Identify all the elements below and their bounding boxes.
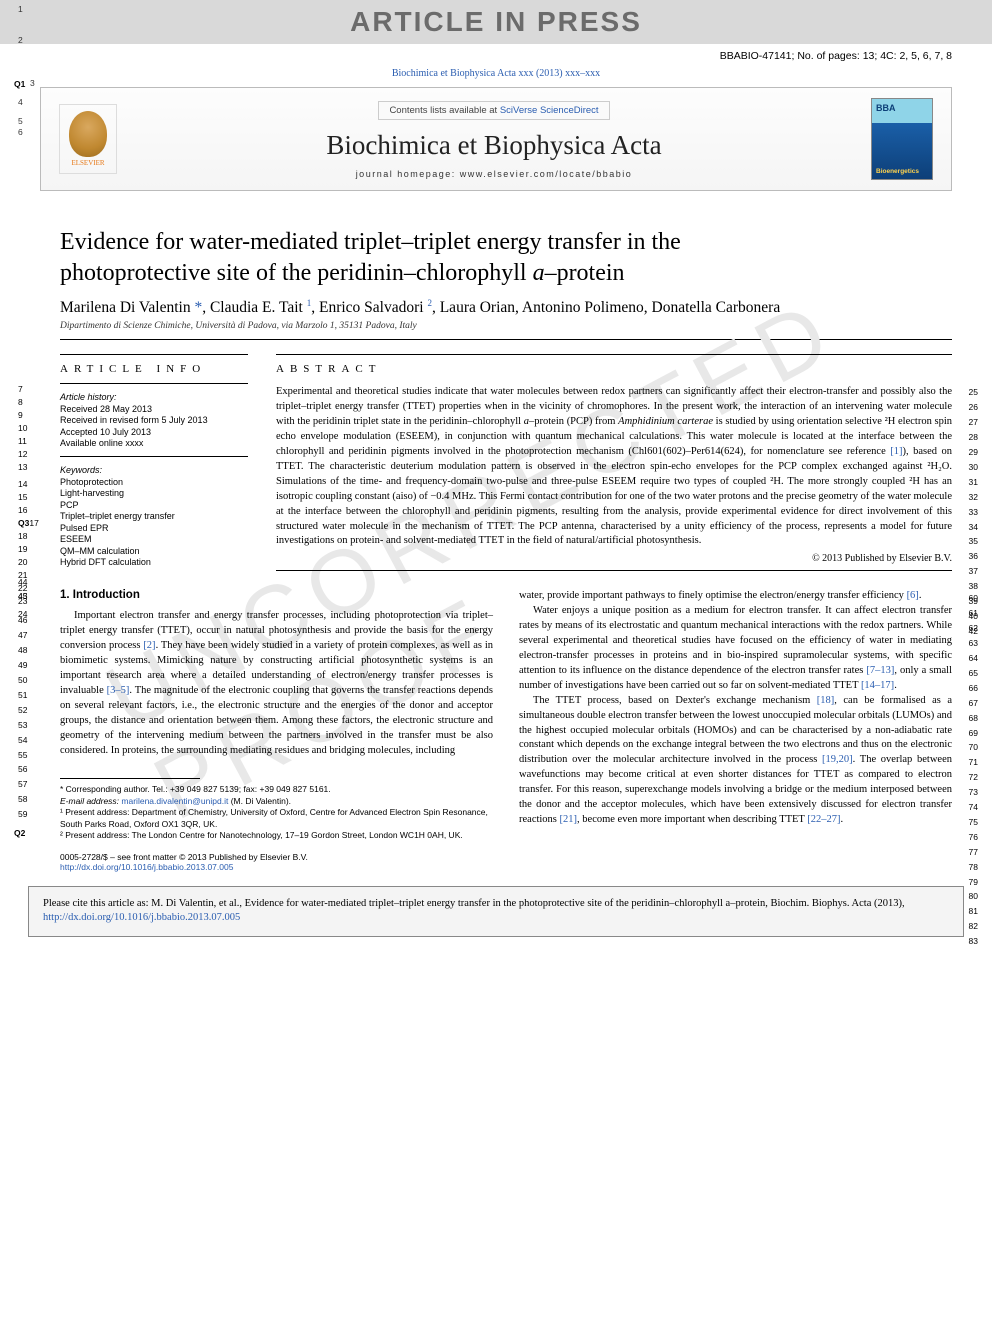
keyword: QM–MM calculation <box>60 546 248 556</box>
line-num: 18 <box>18 530 39 543</box>
divider <box>60 339 952 340</box>
abstract-bottom-rule <box>276 570 952 571</box>
abstract-copyright: © 2013 Published by Elsevier B.V. <box>276 553 952 564</box>
line-num: 9 <box>18 409 39 422</box>
line-num: 2 <box>18 36 23 45</box>
keyword: PCP <box>60 500 248 510</box>
info-abstract-row: article info Article history: Received 2… <box>60 354 952 571</box>
keyword: ESEEM <box>60 534 248 544</box>
intro-heading: 1. Introduction <box>60 589 493 601</box>
citation-doi-link[interactable]: http://dx.doi.org/10.1016/j.bbabio.2013.… <box>43 912 240 923</box>
journal-name: Biochimica et Biophysica Acta <box>117 130 871 161</box>
abstract-text: Experimental and theoretical studies ind… <box>276 385 952 549</box>
title-line-1: Evidence for water-mediated triplet–trip… <box>60 229 681 255</box>
line-num: 45 <box>18 591 27 601</box>
line-num: 1 <box>18 5 23 14</box>
keywords-heading: Keywords: <box>60 465 248 475</box>
cover-bba-text: BBA <box>876 103 896 113</box>
sciencedirect-link[interactable]: SciVerse ScienceDirect <box>500 105 599 116</box>
line-num: 44 <box>18 575 27 589</box>
keyword: Pulsed EPR <box>60 523 248 533</box>
accepted-date: Accepted 10 July 2013 <box>60 427 248 437</box>
intro-para-1-cont: water, provide important pathways to fin… <box>519 589 952 604</box>
line-num: 6 <box>18 128 23 137</box>
title-line-2: photoprotective site of the peridinin–ch… <box>60 260 625 286</box>
line-num: 11 <box>18 435 39 448</box>
line-num: 16 <box>18 504 39 517</box>
title-block: 1 2 Evidence for water-mediated triplet–… <box>60 227 952 331</box>
left-column: 45 1. Introduction Important electron tr… <box>60 589 493 841</box>
line-num: 5 <box>18 117 23 126</box>
keyword: Hybrid DFT calculation <box>60 557 248 567</box>
received-date: Received 28 May 2013 <box>60 404 248 414</box>
affiliation: Dipartimento di Scienze Chimiche, Univer… <box>60 321 952 331</box>
footnotes: * Corresponding author. Tel.: +39 049 82… <box>60 784 493 841</box>
header-center: Contents lists available at SciVerse Sci… <box>117 100 871 179</box>
cover-bio-text: Bioenergetics <box>876 168 919 175</box>
info-divider <box>60 383 248 384</box>
line-num: 3 <box>30 79 35 88</box>
line-num: 4 <box>18 98 23 107</box>
article-title: Evidence for water-mediated triplet–trip… <box>60 227 952 289</box>
elsevier-label: ELSEVIER <box>71 159 104 167</box>
journal-cover-icon: BBA Bioenergetics <box>871 98 933 180</box>
journal-homepage: journal homepage: www.elsevier.com/locat… <box>117 169 871 179</box>
journal-reference: Biochimica et Biophysica Acta xxx (2013)… <box>0 64 992 87</box>
footnote-1: ¹ Present address: Department of Chemist… <box>60 807 493 830</box>
line-num: 19 <box>18 543 39 556</box>
line-num: 20 <box>18 556 39 569</box>
email-suffix: (M. Di Valentin). <box>228 796 291 806</box>
abstract: abstract Experimental and theoretical st… <box>276 354 952 571</box>
query-tag-q1: Q1 <box>14 79 25 89</box>
front-matter-copyright: 0005-2728/$ – see front matter © 2013 Pu… <box>60 852 952 872</box>
line-num: 14 <box>18 478 39 491</box>
article-info: article info Article history: Received 2… <box>60 354 248 571</box>
body-columns: 45 1. Introduction Important electron tr… <box>60 589 952 841</box>
front-matter-text: 0005-2728/$ – see front matter © 2013 Pu… <box>60 852 308 862</box>
line-num: 12 <box>18 448 39 461</box>
article-in-press-banner: ARTICLE IN PRESS <box>0 0 992 44</box>
line-num: 8 <box>18 396 39 409</box>
line-num: 17 <box>29 518 38 528</box>
journal-header: ELSEVIER Contents lists available at Sci… <box>40 87 952 191</box>
contents-prefix: Contents lists available at <box>389 105 499 116</box>
citation-text: Please cite this article as: M. Di Valen… <box>43 898 905 909</box>
keyword: Triplet–triplet energy transfer <box>60 511 248 521</box>
history-heading: Article history: <box>60 392 248 402</box>
email-label: E-mail address: <box>60 796 121 806</box>
revised-date: Received in revised form 5 July 2013 <box>60 415 248 425</box>
email-line: E-mail address: marilena.divalentin@unip… <box>60 796 493 807</box>
intro-para-1: Important electron transfer and energy t… <box>60 609 493 758</box>
doi-link[interactable]: http://dx.doi.org/10.1016/j.bbabio.2013.… <box>60 862 233 872</box>
body-right-nums: 6061626364656667686970717273747576777879… <box>969 591 978 949</box>
contents-available: Contents lists available at SciVerse Sci… <box>378 101 609 120</box>
author-email-link[interactable]: marilena.divalentin@unipd.it <box>121 796 228 806</box>
footnote-rule <box>60 778 200 779</box>
info-divider <box>60 456 248 457</box>
available-date: Available online xxxx <box>60 438 248 448</box>
query-tag-q3: Q3 <box>18 518 29 528</box>
body-left-nums: 4647484950515253545556575859 <box>18 613 27 822</box>
elsevier-tree-icon <box>69 111 107 157</box>
intro-para-3: The TTET process, based on Dexter's exch… <box>519 694 952 828</box>
line-num: 13 <box>18 461 39 474</box>
document-id: BBABIO-47141; No. of pages: 13; 4C: 2, 5… <box>0 44 992 64</box>
elsevier-logo: ELSEVIER <box>59 104 117 174</box>
line-num: 10 <box>18 422 39 435</box>
line-num: 15 <box>18 491 39 504</box>
abstract-title: abstract <box>276 363 952 375</box>
keyword: Light-harvesting <box>60 488 248 498</box>
intro-para-2: Water enjoys a unique position as a medi… <box>519 604 952 693</box>
article-info-title: article info <box>60 363 248 375</box>
citation-box: Please cite this article as: M. Di Valen… <box>28 886 964 937</box>
footnote-2: ² Present address: The London Centre for… <box>60 830 493 841</box>
authors: Marilena Di Valentin *, Claudia E. Tait … <box>60 299 952 317</box>
keyword: Photoprotection <box>60 477 248 487</box>
right-column: water, provide important pathways to fin… <box>519 589 952 841</box>
corresponding-author: * Corresponding author. Tel.: +39 049 82… <box>60 784 493 795</box>
query-tag-q2: Q2 <box>14 828 25 838</box>
line-num: 7 <box>18 383 39 396</box>
